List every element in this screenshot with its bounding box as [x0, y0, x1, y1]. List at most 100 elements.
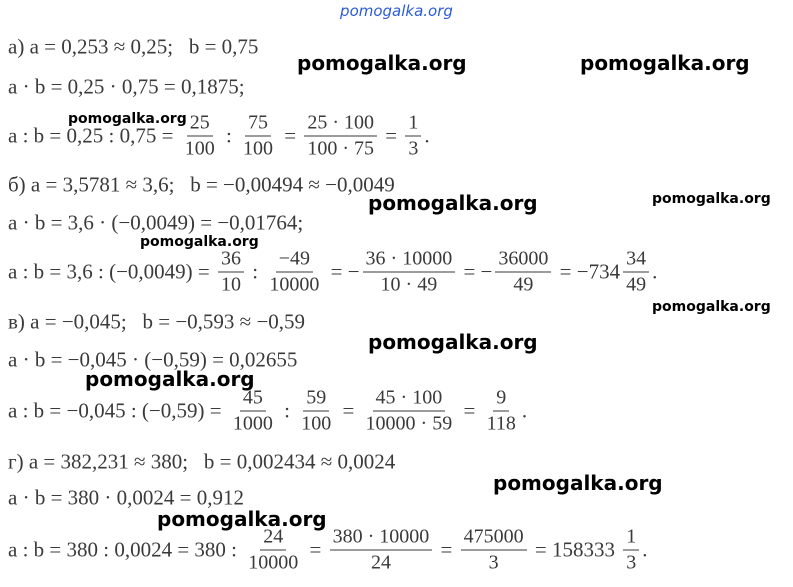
watermark: pomogalka.org: [493, 471, 663, 495]
denominator: 10: [221, 273, 242, 296]
math-text: = 158333: [529, 537, 621, 562]
denominator: 3: [488, 551, 499, 574]
denominator: 10000 · 59: [365, 412, 453, 435]
denominator: 3: [626, 551, 637, 574]
fraction: 75 100: [240, 111, 276, 162]
math-text: a · b = 3,6 · (−0,0049) = −0,01764;: [8, 210, 304, 235]
fraction: 25 · 100 100 · 75: [304, 111, 378, 162]
math-line: a : b = −0,045 : (−0,59) = 45 1000 : 59 10…: [8, 386, 527, 437]
fraction: 36 10: [218, 247, 245, 298]
denominator: 100: [243, 137, 274, 160]
math-text: .: [521, 398, 528, 423]
math-text: =: [337, 398, 360, 423]
math-line: г) a = 382,231 ≈ 380; b = 0,002434 ≈ 0,0…: [8, 450, 395, 475]
math-text: a · b = 0,25 · 0,75 = 0,1875;: [8, 74, 245, 99]
math-line: a : b = 0,25 : 0,75 = 25 100 : 75 100 = 25…: [8, 111, 430, 162]
math-text: .: [424, 123, 430, 148]
numerator: 36000: [495, 247, 552, 273]
math-line: a : b = 380 : 0,0024 = 380 : 24 10000 = 3…: [8, 525, 647, 576]
math-text: .: [652, 259, 658, 284]
watermark: pomogalka.org: [297, 51, 467, 75]
math-line: a · b = 3,6 · (−0,0049) = −0,01764;: [8, 211, 303, 236]
numerator: 34: [623, 247, 650, 273]
denominator: 49: [626, 273, 647, 296]
fraction: −49 10000: [266, 247, 322, 298]
watermark: pomogalka.org: [652, 191, 771, 207]
math-line: в) a = −0,045; b = −0,593 ≈ −0,59: [8, 310, 305, 335]
denominator: 118: [486, 412, 516, 435]
fraction: 475000 3: [460, 525, 527, 576]
math-text: = −734: [554, 259, 621, 284]
math-text: :: [247, 259, 264, 284]
math-line: a : b = 3,6 : (−0,0049) = 36 10 : −49 1000…: [8, 247, 657, 298]
math-text: a · b = −0,045 · (−0,59) = 0,02655: [8, 347, 298, 372]
site-header: pomogalka.org: [340, 2, 453, 20]
numerator: 36: [218, 247, 245, 273]
watermark: pomogalka.org: [368, 330, 538, 354]
numerator: 9: [493, 386, 510, 412]
numerator: 1: [405, 111, 422, 137]
math-text: :: [220, 123, 238, 148]
denominator: 10 · 49: [380, 273, 438, 296]
math-text: =: [458, 398, 481, 423]
denominator: 3: [408, 137, 419, 160]
fraction: 24 10000: [245, 525, 301, 576]
math-text: a : b = 380 : 0,0024 = 380 :: [8, 537, 243, 562]
math-text: =: [435, 537, 458, 562]
math-line: а) a = 0,253 ≈ 0,25; b = 0,75: [8, 35, 258, 60]
watermark: pomogalka.org: [580, 51, 750, 75]
numerator: −49: [275, 247, 313, 273]
denominator: 100: [301, 412, 332, 435]
math-text: a · b = 380 · 0,0024 = 0,912: [8, 485, 244, 510]
denominator: 24: [370, 551, 391, 574]
denominator: 10000: [248, 551, 299, 574]
fraction: 9 118: [484, 386, 519, 437]
math-text: :: [278, 398, 296, 423]
fraction: 36 · 10000 10 · 49: [362, 247, 456, 298]
math-text: a : b = 3,6 : (−0,0049) =: [8, 259, 216, 284]
watermark: pomogalka.org: [140, 234, 259, 250]
numerator: 25: [186, 111, 213, 137]
numerator: 25 · 100: [304, 111, 378, 137]
watermark: pomogalka.org: [157, 507, 327, 531]
numerator: 1: [623, 525, 640, 551]
fraction: 45 · 100 10000 · 59: [363, 386, 456, 437]
denominator: 100 · 75: [307, 137, 375, 160]
math-line: б) a = 3,5781 ≈ 3,6; b = −0,00494 ≈ −0,0…: [8, 173, 395, 198]
numerator: 24: [260, 525, 287, 551]
denominator: 49: [513, 273, 534, 296]
fraction: 59 100: [298, 386, 334, 437]
numerator: 475000: [460, 525, 527, 551]
fraction: 45 1000: [230, 386, 276, 437]
math-text: а) a = 0,253 ≈ 0,25; b = 0,75: [8, 34, 259, 59]
numerator: 36 · 10000: [362, 247, 456, 273]
numerator: 59: [303, 386, 330, 412]
math-line: a · b = −0,045 · (−0,59) = 0,02655: [8, 348, 297, 373]
math-text: =: [380, 123, 403, 148]
fraction: 25 100: [182, 111, 218, 162]
numerator: 75: [245, 111, 272, 137]
math-text: г) a = 382,231 ≈ 380; b = 0,002434 ≈ 0,0…: [8, 449, 396, 474]
math-text: = −: [458, 259, 493, 284]
math-text: a : b = −0,045 : (−0,59) =: [8, 398, 227, 423]
watermark: pomogalka.org: [85, 367, 255, 391]
math-line: a · b = 380 · 0,0024 = 0,912: [8, 486, 244, 511]
math-text: =: [279, 123, 302, 148]
fraction: 380 · 10000 24: [329, 525, 433, 576]
denominator: 10000: [269, 273, 320, 296]
numerator: 380 · 10000: [329, 525, 433, 551]
math-line: a · b = 0,25 · 0,75 = 0,1875;: [8, 75, 245, 100]
watermark: pomogalka.org: [368, 191, 538, 215]
watermark: pomogalka.org: [68, 111, 187, 127]
watermark: pomogalka.org: [652, 299, 771, 315]
math-text: a : b = 0,25 : 0,75 =: [8, 123, 179, 148]
math-text: в) a = −0,045; b = −0,593 ≈ −0,59: [8, 309, 306, 334]
denominator: 1000: [232, 412, 273, 435]
fraction: 34 49: [623, 247, 650, 298]
numerator: 45: [239, 386, 266, 412]
fraction: 36000 49: [495, 247, 552, 298]
